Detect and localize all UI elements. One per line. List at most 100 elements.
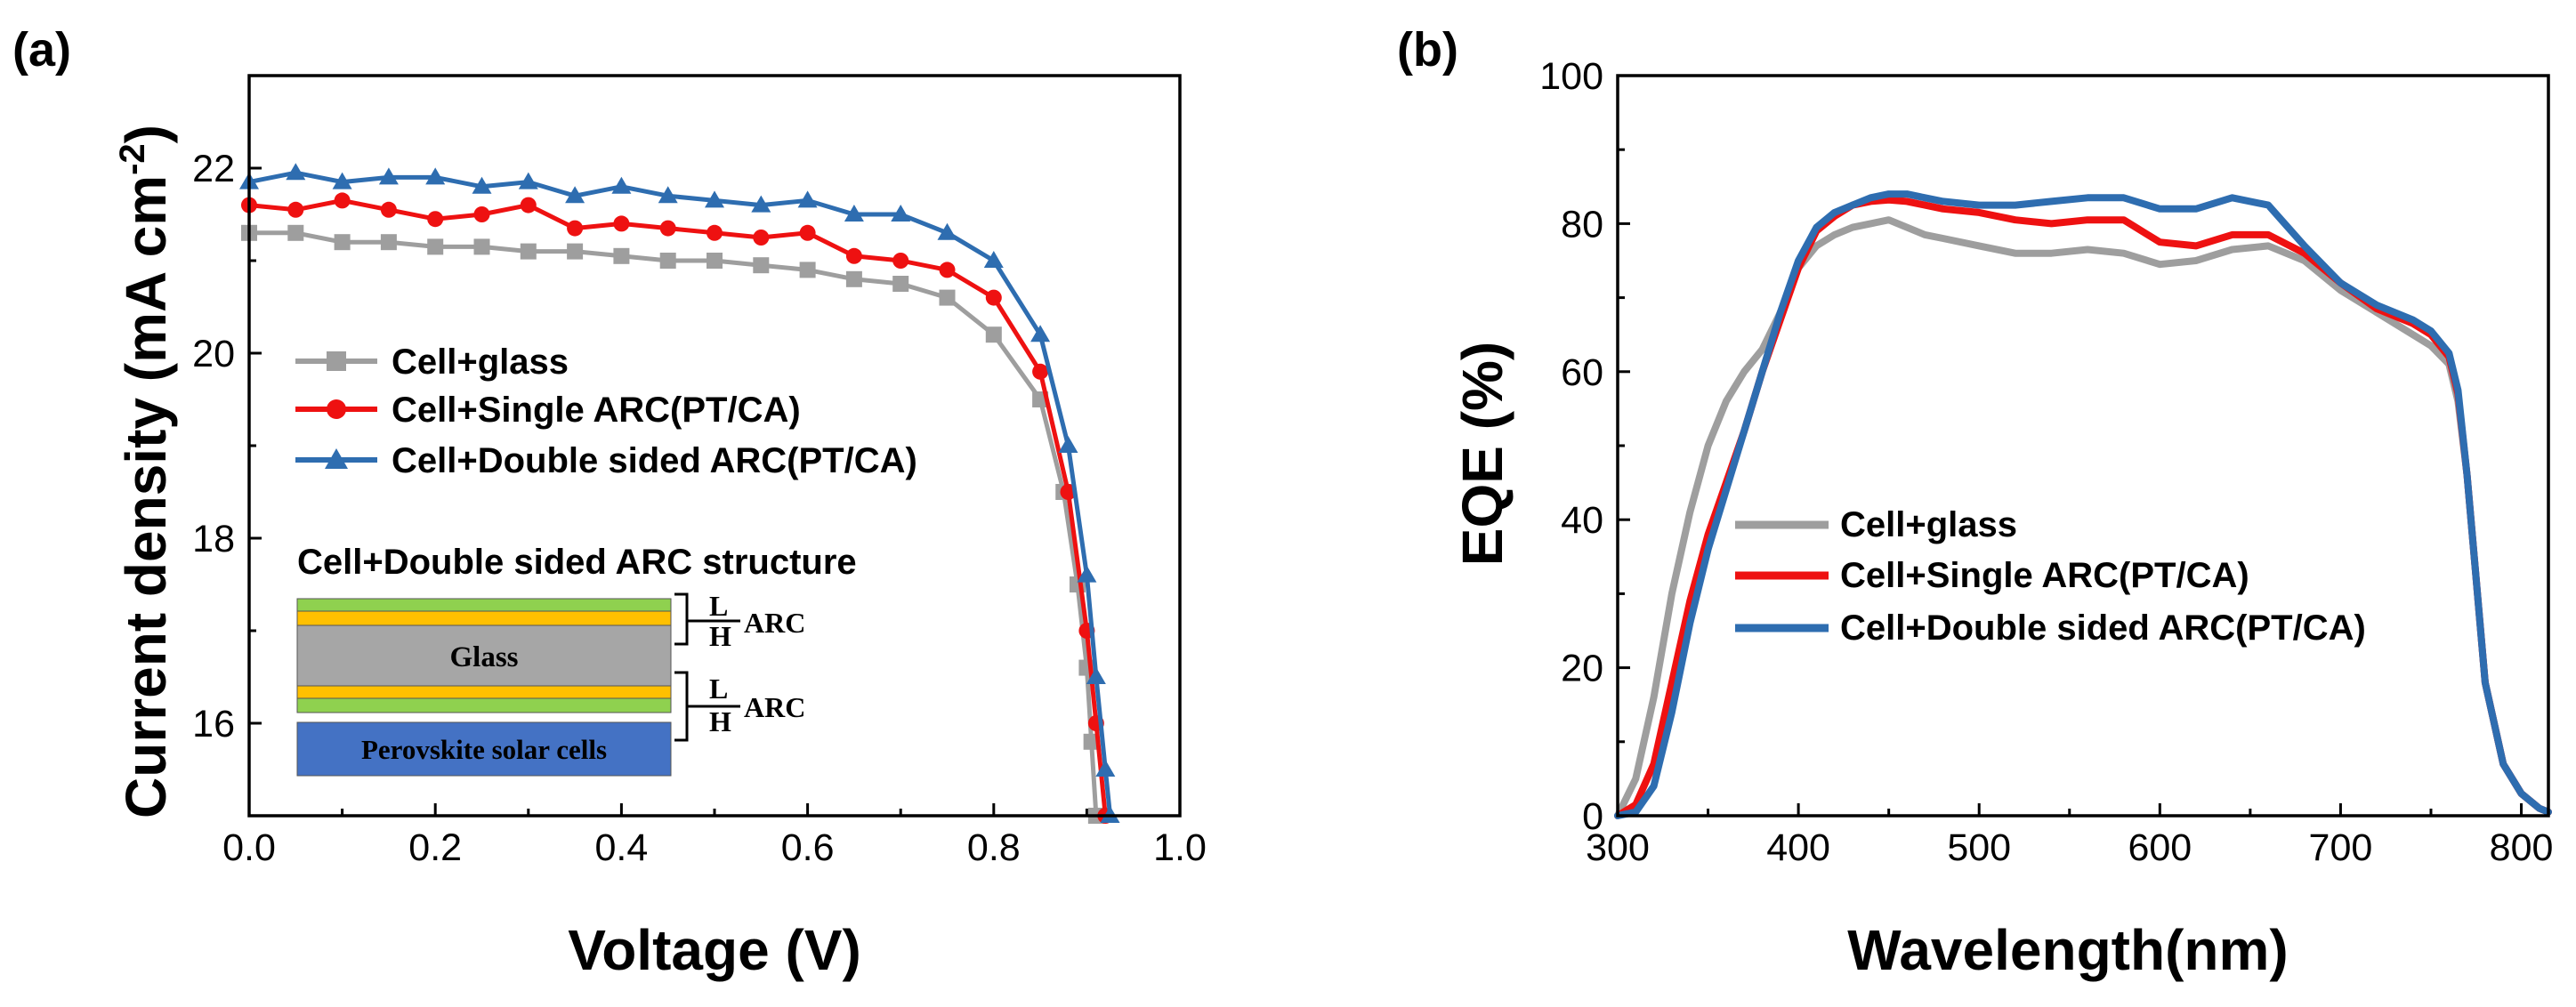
data-point-single [845,247,862,264]
legend-label-single: Cell+Single ARC(PT/CA) [1840,556,2249,595]
series-line-single [1614,196,2552,819]
perovskite-layer-label: Perovskite solar cells [361,734,607,765]
x-tick-label: 600 [2128,826,2192,869]
y-tick-label: 100 [1539,55,1603,98]
x-tick-label: 0.4 [595,826,649,869]
legend-item-single-arc: Cell+Single ARC(PT/CA) [295,391,801,430]
data-point-glass [334,234,351,251]
data-point-glass [287,224,304,241]
data-point-double [705,190,724,208]
panel-a-series [239,163,1120,824]
x-tick-label: 300 [1586,826,1650,869]
legend-label-glass: Cell+glass [392,342,569,382]
x-tick-label: 400 [1766,826,1830,869]
data-point-double [1030,325,1051,342]
bracket-arc-top [674,592,689,646]
y-tick-label: 16 [192,703,235,745]
bracket-arc-bottom [674,671,689,742]
data-point-glass [753,257,770,274]
y-tick-label: 0 [1582,795,1603,838]
data-point-single [892,253,909,269]
data-point-double [286,163,306,181]
label-H-top: H [709,620,731,652]
label-arc-bottom: ARC [744,691,805,723]
data-point-single [753,230,770,246]
data-point-glass [939,289,956,306]
data-point-single [520,197,537,213]
legend-item-single-arc: Cell+Single ARC(PT/CA) [1735,556,2249,595]
x-tick-label: 0.6 [781,826,835,869]
panel-b-plot-frame [1616,74,2550,818]
panel-a-ticks: 0.0 0.2 0.4 0.6 0.8 1.0 16 18 20 22 [192,74,1207,869]
panel-a-tag: (a) [12,23,71,77]
data-point-glass [845,270,862,287]
legend-marker-square [327,351,346,371]
label-H-bottom: H [709,705,731,737]
data-point-double [378,167,399,185]
data-point-single [613,215,630,232]
data-point-double [1086,667,1106,684]
y-tick-label: 80 [1561,203,1603,246]
data-point-double [751,195,771,213]
data-point-double [891,205,911,222]
x-tick-label: 500 [1947,826,2011,869]
legend-label-glass: Cell+glass [1840,505,2017,544]
y-tick-label: 18 [192,518,235,560]
series-line-single [246,197,1108,818]
data-point-glass [659,253,676,269]
panel-b-xlabel: Wavelength(nm) [1847,918,2288,982]
label-L-top: L [709,590,728,622]
data-point-double [565,186,585,204]
inset-title: Cell+Double sided ARC structure [297,543,857,582]
label-arc-top: ARC [744,607,805,639]
legend-item-double-arc: Cell+Double sided ARC(PT/CA) [1735,608,2366,648]
panel-a-plot-frame [247,74,1182,818]
y-tick-label: 20 [192,333,235,375]
data-point-double [611,176,632,194]
layer-high-index-top [296,610,672,626]
data-point-glass [380,234,397,251]
y-tick-label: 40 [1561,499,1603,542]
data-point-glass [473,238,490,255]
data-point-double [1058,436,1078,453]
layer-high-index-bottom [296,685,672,699]
data-point-double [518,172,538,189]
x-tick-label: 0.0 [222,826,276,869]
legend-item-cell-glass: Cell+glass [295,342,569,382]
data-point-single [985,289,1002,306]
panel-a-legend: Cell+glass Cell+Single ARC(PT/CA) Cell+D… [295,342,917,480]
legend-marker-circle [327,399,346,419]
data-point-double [844,205,864,222]
layer-low-index-bottom [296,697,672,713]
data-point-single [659,220,676,237]
data-point-double [797,190,818,208]
x-tick-label: 800 [2490,826,2554,869]
series-line-double [1614,190,2552,819]
data-point-single [939,262,956,278]
legend-label-double: Cell+Double sided ARC(PT/CA) [392,441,917,480]
y-tick-label: 60 [1561,351,1603,394]
legend-label-double: Cell+Double sided ARC(PT/CA) [1840,608,2366,648]
data-point-double [1077,565,1097,583]
data-point-glass [567,243,584,260]
panel-b-ticks: 300 400 500 600 700 800 0 20 40 60 80 100 [1539,55,2553,869]
data-point-glass [799,262,816,278]
y-tick-label: 20 [1561,648,1603,690]
panel-b-tag: (b) [1397,23,1458,77]
panel-b: (b) EQE (%) Wavelength(nm) 300 400 500 600 7… [1397,23,2553,982]
data-point-double [1095,760,1116,777]
x-tick-label: 0.8 [967,826,1021,869]
data-point-single [473,206,490,222]
data-point-glass [427,238,444,255]
data-point-single [380,201,397,218]
data-point-single [1032,363,1049,380]
data-point-double [332,172,352,189]
data-point-double [658,186,678,204]
layer-perovskite [296,721,672,777]
inset-structure: Cell+Double sided ARC structure Glass Pe… [296,543,857,777]
glass-layer-label: Glass [449,641,518,673]
data-point-single [334,192,351,209]
series-line-glass [1614,216,2552,819]
y-tick-label: 22 [192,148,235,190]
